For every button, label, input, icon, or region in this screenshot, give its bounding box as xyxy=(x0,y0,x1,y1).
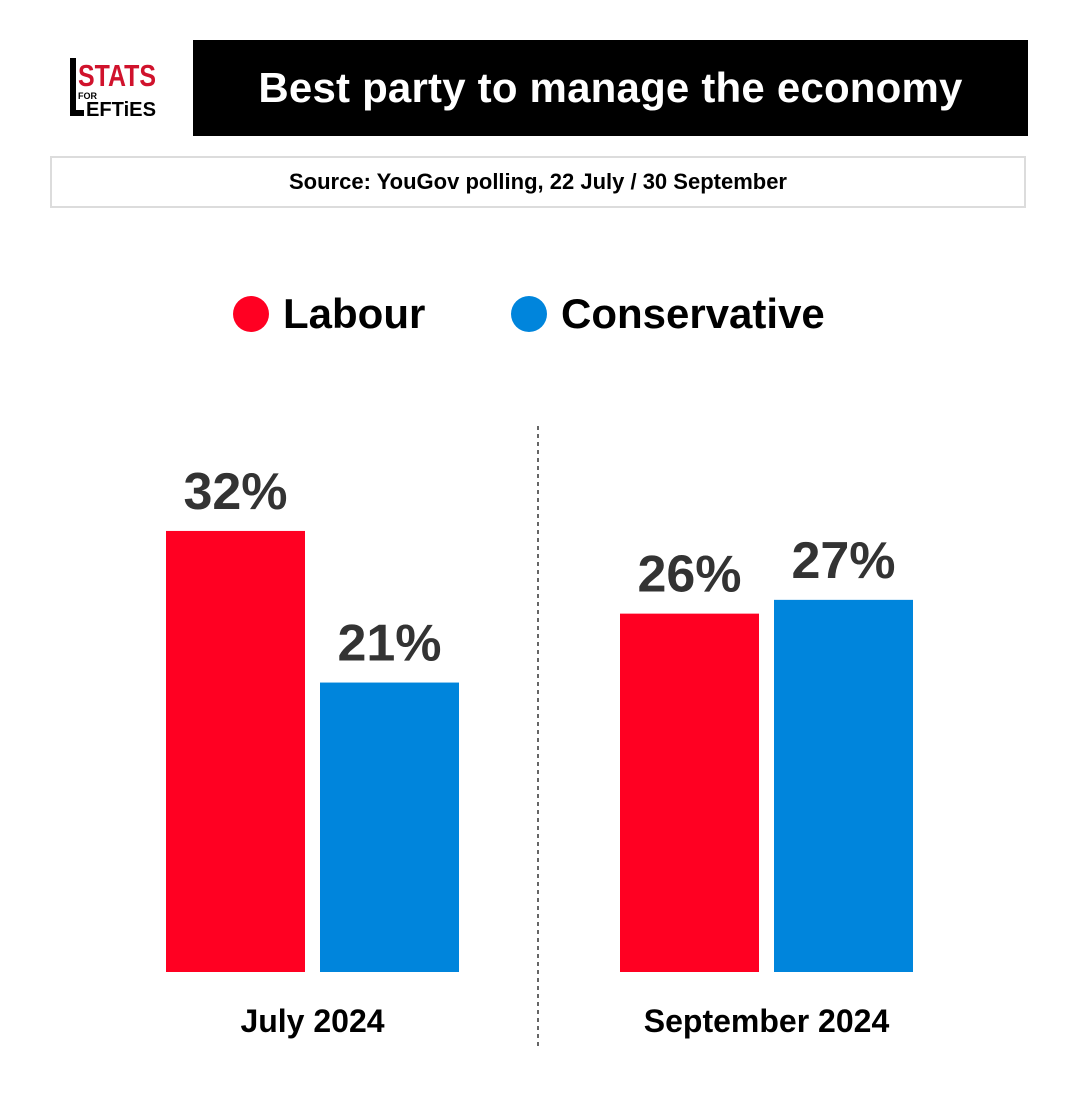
legend-item-conservative: Conservative xyxy=(511,286,825,342)
bar-labour-july xyxy=(166,530,305,972)
legend: Labour Conservative xyxy=(0,286,1080,342)
category-label-july: July 2024 xyxy=(240,1003,384,1039)
legend-label-conservative: Conservative xyxy=(561,290,825,337)
source-box: Source: YouGov polling, 22 July / 30 Sep… xyxy=(50,156,1026,208)
logo-l-stem xyxy=(70,58,76,116)
bar-conservative-september xyxy=(774,599,913,972)
logo-l-foot xyxy=(70,110,84,116)
value-label-conservative-september: 27% xyxy=(791,532,895,590)
value-label-labour-september: 26% xyxy=(637,546,741,604)
bar-labour-september xyxy=(620,613,759,972)
chart-title: Best party to manage the economy xyxy=(258,64,963,111)
logo-lefties-text: EFTiES xyxy=(86,99,156,120)
logo-for-text: FOR xyxy=(78,91,97,101)
legend-swatch-labour xyxy=(233,296,269,332)
source-text: Source: YouGov polling, 22 July / 30 Sep… xyxy=(289,169,787,194)
category-label-september: September 2024 xyxy=(644,1003,890,1039)
title-bar: Best party to manage the economy xyxy=(193,40,1028,136)
legend-item-labour: Labour xyxy=(233,286,425,342)
value-label-labour-july: 32% xyxy=(183,463,287,521)
stats-for-lefties-logo: STATS FOR EFTiES xyxy=(68,56,160,120)
legend-swatch-conservative xyxy=(511,296,547,332)
bar-conservative-july xyxy=(320,682,459,972)
logo-stats-text: STATS xyxy=(78,58,156,93)
value-label-conservative-july: 21% xyxy=(337,615,441,673)
logo-graphic: STATS FOR EFTiES xyxy=(70,58,156,120)
legend-label-labour: Labour xyxy=(283,290,426,337)
